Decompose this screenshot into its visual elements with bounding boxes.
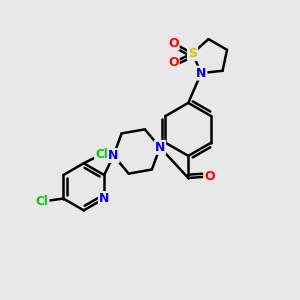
Text: O: O bbox=[168, 56, 179, 69]
Text: N: N bbox=[99, 192, 109, 205]
Text: S: S bbox=[188, 47, 197, 60]
Text: N: N bbox=[108, 149, 119, 162]
Text: Cl: Cl bbox=[95, 148, 108, 161]
Text: O: O bbox=[168, 37, 179, 50]
Text: N: N bbox=[196, 67, 206, 80]
Text: Cl: Cl bbox=[36, 195, 49, 208]
Text: N: N bbox=[155, 141, 165, 154]
Text: O: O bbox=[204, 170, 215, 183]
